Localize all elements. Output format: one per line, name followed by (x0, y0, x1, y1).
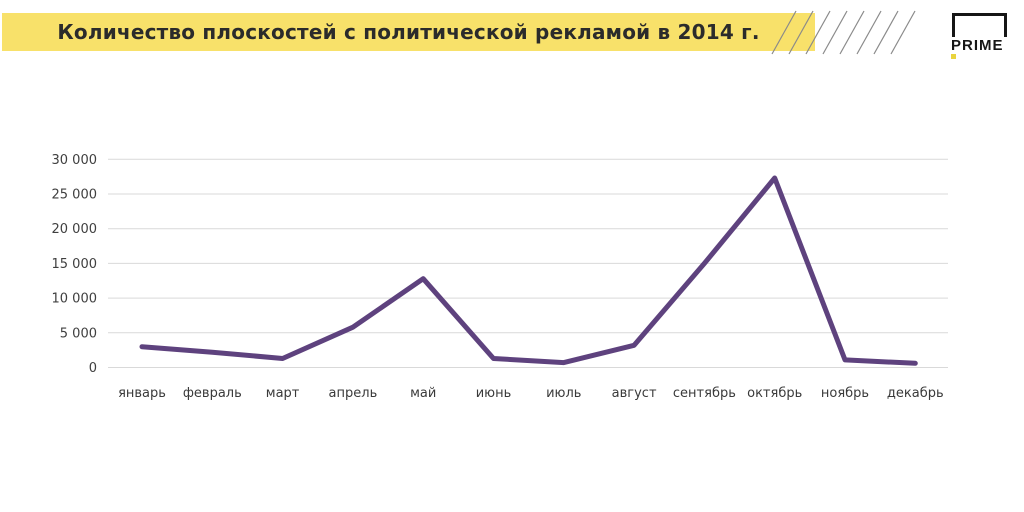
x-tick-label: июнь (476, 386, 512, 401)
x-tick-label: сентябрь (673, 386, 736, 401)
y-tick-label: 20 000 (52, 222, 98, 237)
x-tick-label: ноябрь (821, 386, 869, 401)
x-tick-label: май (410, 386, 436, 401)
title-bar: Количество плоскостей с политической рек… (2, 13, 815, 51)
x-tick-label: декабрь (887, 386, 944, 401)
x-tick-label: август (612, 386, 657, 401)
prime-logo-dot-icon (951, 54, 956, 59)
hatch-pattern-icon (771, 10, 916, 55)
y-axis-labels: 0 5 000 10 000 15 000 20 000 25 000 30 000 (52, 153, 98, 376)
y-tick-label: 5 000 (60, 326, 97, 341)
y-tick-label: 25 000 (52, 188, 98, 203)
y-tick-label: 30 000 (52, 153, 98, 168)
x-tick-label: февраль (183, 386, 242, 401)
gridlines (108, 158, 948, 368)
x-tick-label: апрель (329, 386, 378, 401)
x-tick-label: октябрь (747, 386, 802, 401)
x-tick-label: январь (118, 386, 166, 401)
y-tick-label: 15 000 (52, 257, 98, 272)
chart-title: Количество плоскостей с политической рек… (57, 20, 760, 44)
x-tick-label: март (266, 386, 300, 401)
data-line (139, 175, 918, 366)
y-tick-label: 0 (89, 361, 97, 376)
prime-logo-text: PRIME (951, 37, 1007, 53)
x-axis-labels: январь февраль март апрель май июнь июль август… (118, 386, 944, 401)
x-tick-label: июль (546, 386, 581, 401)
prime-logo: PRIME (951, 13, 1007, 59)
y-tick-label: 10 000 (52, 292, 98, 307)
